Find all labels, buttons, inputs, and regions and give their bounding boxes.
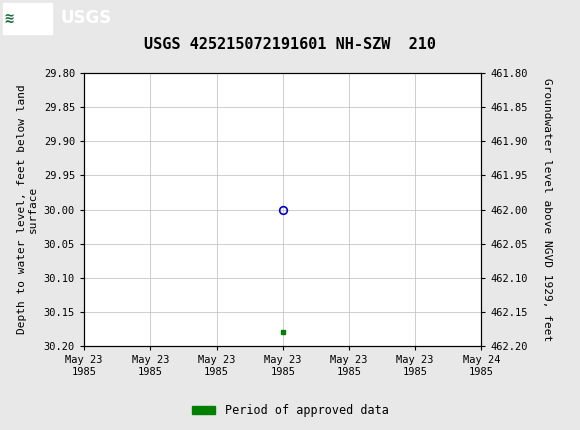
Text: USGS 425215072191601 NH-SZW  210: USGS 425215072191601 NH-SZW 210: [144, 37, 436, 52]
Text: USGS: USGS: [61, 9, 112, 27]
Legend: Period of approved data: Period of approved data: [187, 399, 393, 422]
Y-axis label: Groundwater level above NGVD 1929, feet: Groundwater level above NGVD 1929, feet: [542, 78, 552, 341]
FancyBboxPatch shape: [3, 3, 52, 34]
Y-axis label: Depth to water level, feet below land
surface: Depth to water level, feet below land su…: [17, 85, 38, 335]
Text: ≋: ≋: [5, 11, 14, 26]
